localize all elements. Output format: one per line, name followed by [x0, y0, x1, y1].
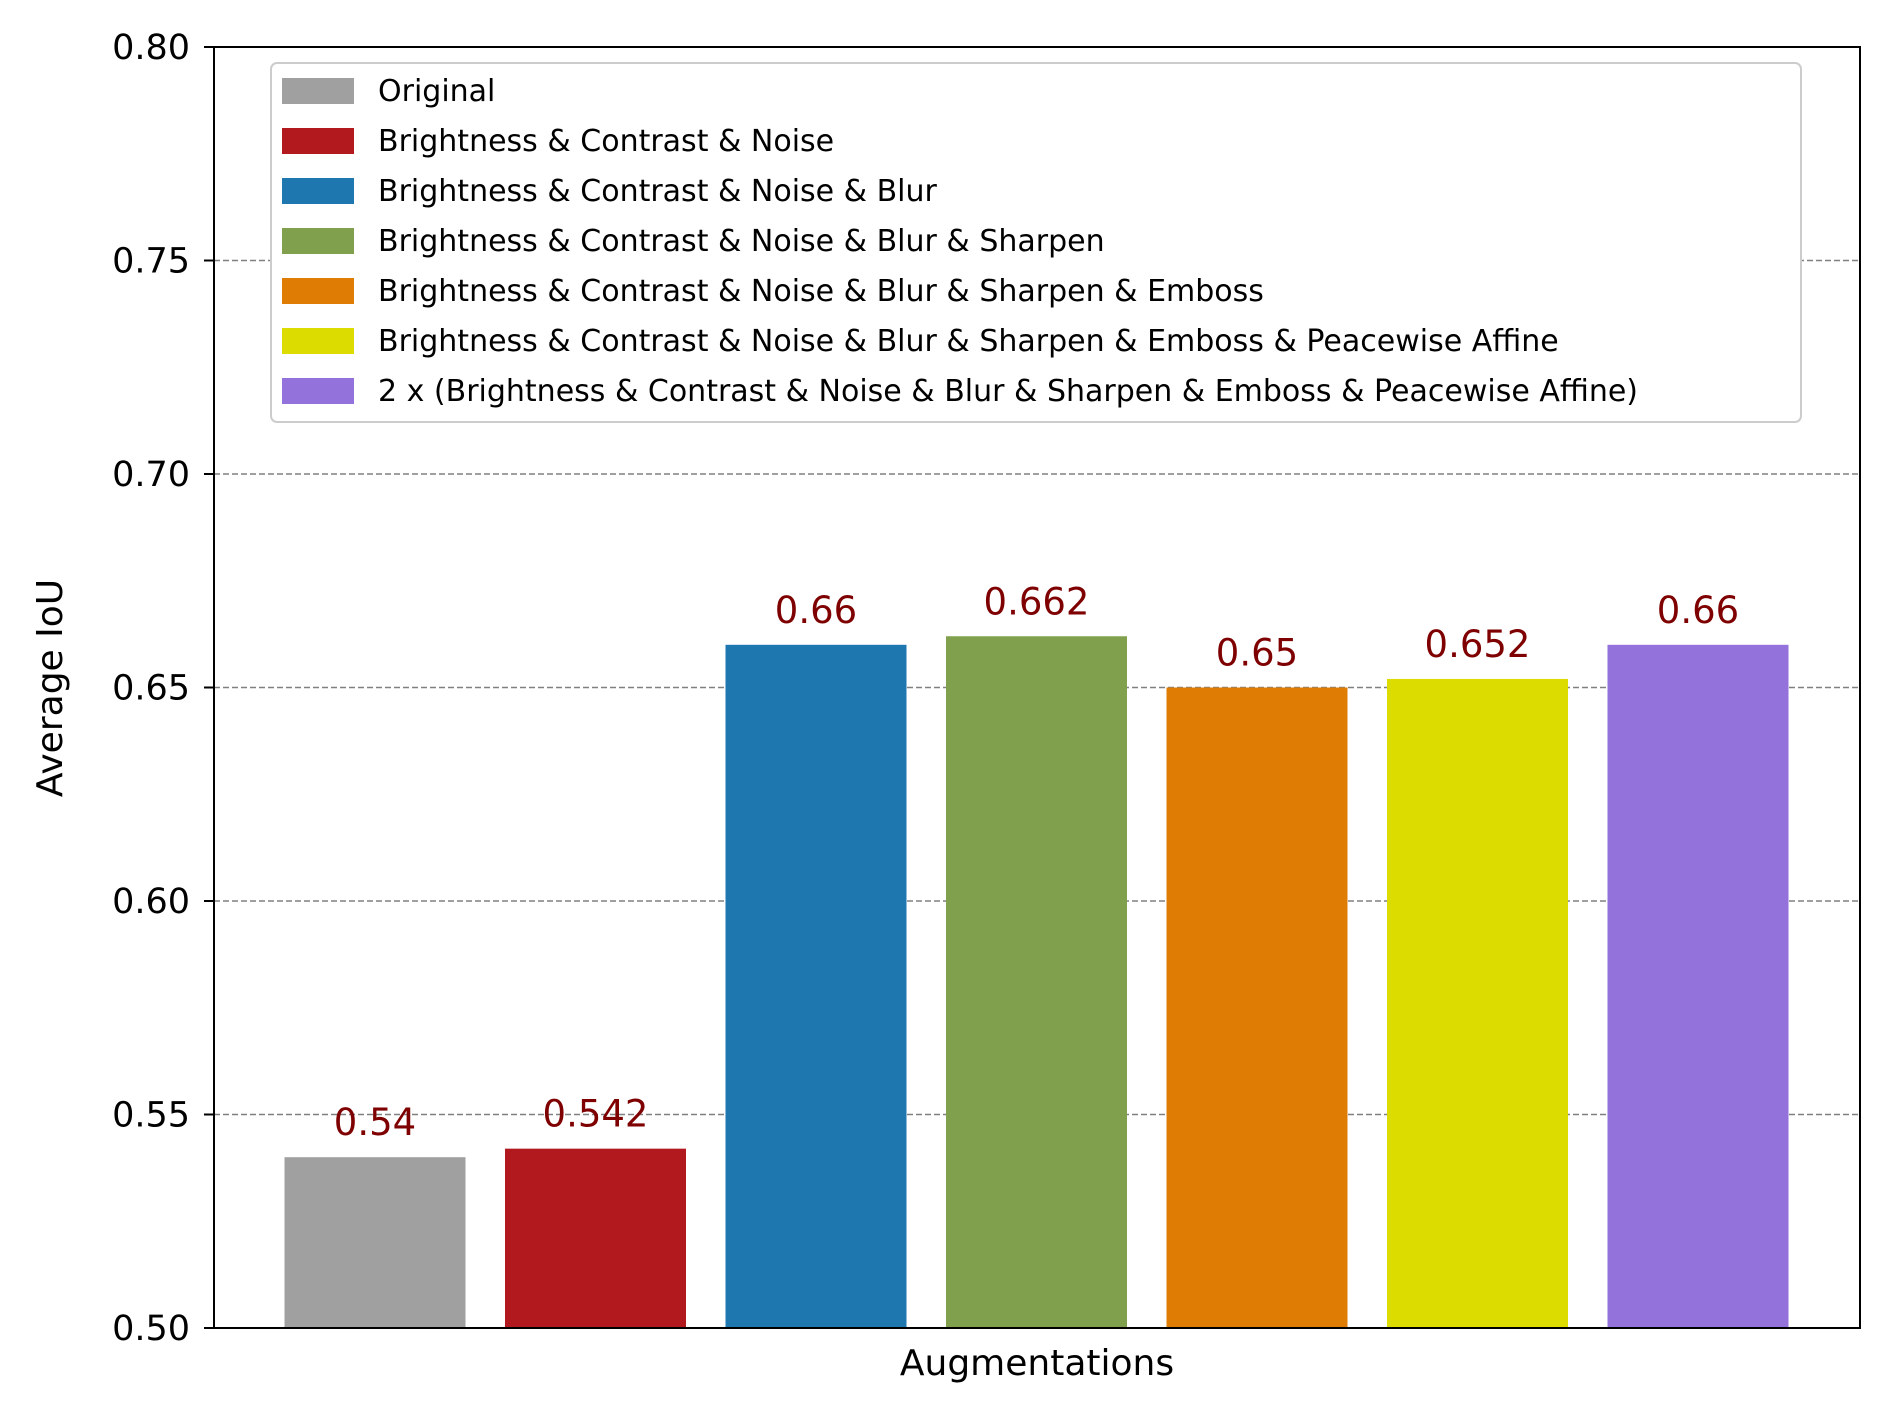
- y-tick-label: 0.80: [112, 28, 190, 68]
- legend-label: 2 x (Brightness & Contrast & Noise & Blu…: [378, 374, 1638, 409]
- legend-swatch: [282, 378, 354, 404]
- bar-value-label: 0.542: [543, 1093, 649, 1136]
- legend-frame: [270, 62, 1802, 423]
- y-tick-label: 0.60: [112, 882, 190, 922]
- bar-value-label: 0.66: [775, 589, 857, 632]
- y-tick-label: 0.70: [112, 455, 190, 495]
- legend-label: Brightness & Contrast & Noise & Blur: [378, 174, 938, 209]
- y-axis-ticks: 0.50 0.55 0.60 0.65 0.70 0.75 0.80: [112, 28, 214, 1349]
- legend-label: Brightness & Contrast & Noise & Blur & S…: [378, 224, 1105, 259]
- y-tick-label: 0.65: [112, 669, 190, 709]
- bar: [725, 644, 907, 1328]
- legend-swatch: [282, 228, 354, 254]
- y-tick-label: 0.50: [112, 1309, 190, 1349]
- bar-value-label: 0.662: [984, 580, 1090, 623]
- legend-label: Original: [378, 74, 495, 109]
- bar: [1166, 687, 1348, 1328]
- legend-label: Brightness & Contrast & Noise: [378, 124, 834, 159]
- legend-swatch: [282, 328, 354, 354]
- y-tick-label: 0.55: [112, 1096, 190, 1136]
- bar-value-label: 0.54: [334, 1101, 416, 1144]
- bar: [1387, 678, 1568, 1328]
- legend-swatch: [282, 178, 354, 204]
- bar-value-label: 0.66: [1657, 589, 1739, 632]
- bar: [505, 1148, 686, 1328]
- bar: [1607, 644, 1789, 1328]
- legend-label: Brightness & Contrast & Noise & Blur & S…: [378, 274, 1264, 309]
- data-labels: 0.54 0.542 0.66 0.662 0.65 0.652 0.66: [334, 580, 1739, 1144]
- legend-swatch: [282, 78, 354, 104]
- bars: [284, 636, 1789, 1328]
- y-tick-label: 0.75: [112, 242, 190, 282]
- legend-swatch: [282, 278, 354, 304]
- legend-swatch: [282, 128, 354, 154]
- legend-label: Brightness & Contrast & Noise & Blur & S…: [378, 324, 1559, 359]
- y-axis-label: Average IoU: [30, 579, 71, 797]
- bar: [946, 636, 1127, 1328]
- bar-value-label: 0.65: [1216, 632, 1298, 675]
- legend: Original Brightness & Contrast & Noise Bri…: [270, 62, 1802, 423]
- x-axis-label: Augmentations: [900, 1343, 1174, 1384]
- bar: [284, 1157, 466, 1328]
- bar-value-label: 0.652: [1425, 623, 1531, 666]
